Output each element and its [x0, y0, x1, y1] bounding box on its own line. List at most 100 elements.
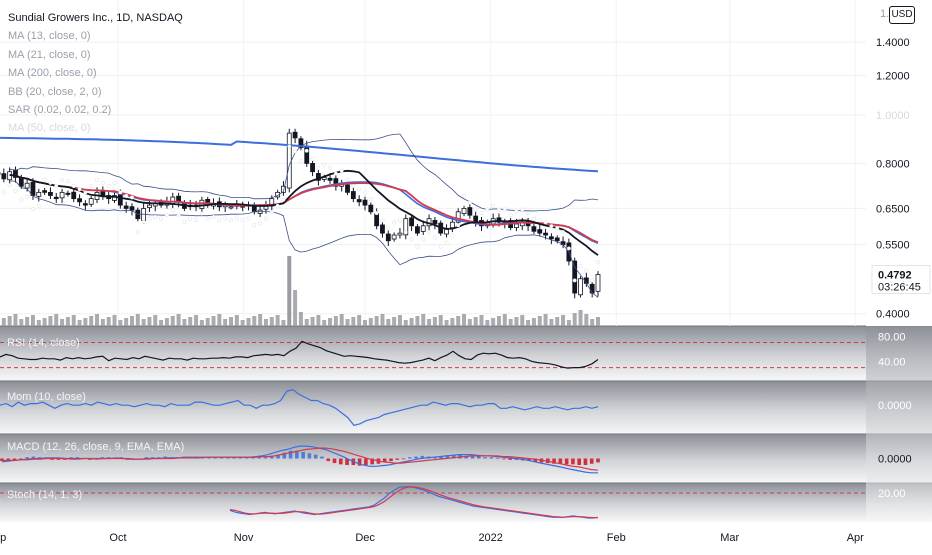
candle-body[interactable] — [275, 191, 281, 198]
candle-body[interactable] — [391, 234, 397, 240]
stoch-tick-label: 20.00 — [878, 488, 906, 500]
candle-body[interactable] — [595, 274, 601, 292]
mom-line[interactable] — [0, 389, 599, 426]
candle-body[interactable] — [496, 217, 502, 223]
bb-lower-band[interactable] — [9, 180, 599, 298]
candle-body[interactable] — [304, 145, 310, 164]
candle-body[interactable] — [461, 208, 467, 214]
legend-bb[interactable]: BB (20, close, 2, 0) — [8, 85, 102, 98]
candle-body[interactable] — [48, 191, 53, 196]
candle-body[interactable] — [403, 218, 409, 236]
candle-body[interactable] — [53, 196, 59, 200]
candle-body[interactable] — [77, 198, 82, 203]
candle-body[interactable] — [147, 204, 152, 208]
legend-ma13[interactable]: MA (13, close, 0) — [8, 30, 91, 43]
candle-body[interactable] — [1, 173, 7, 180]
ma200-line[interactable] — [0, 136, 599, 173]
legend-sar[interactable]: SAR (0.02, 0.02, 0.2) — [8, 104, 112, 117]
volume-bar — [182, 319, 187, 326]
mom-pane-label[interactable]: Mom (10, close) — [7, 391, 86, 403]
candle-body[interactable] — [82, 203, 88, 206]
sar-dot — [485, 207, 490, 212]
candle-body[interactable] — [572, 260, 578, 294]
sar-dot — [491, 204, 496, 209]
volume-bar — [555, 317, 560, 326]
legend-ma200[interactable]: MA (200, close, 0) — [8, 67, 97, 80]
sar-dot — [409, 237, 414, 242]
candle-body[interactable] — [350, 191, 356, 200]
candle-body[interactable] — [548, 236, 554, 240]
candle-body[interactable] — [292, 131, 298, 139]
candle-body[interactable] — [397, 232, 403, 236]
candle-body[interactable] — [432, 220, 438, 225]
candle-body[interactable] — [415, 226, 420, 234]
stoch-pane-label[interactable]: Stoch (14, 1, 3) — [7, 489, 83, 501]
candle-body[interactable] — [514, 223, 519, 229]
stoch-d-line[interactable] — [229, 486, 598, 519]
candle-body[interactable] — [199, 199, 205, 209]
candle-body[interactable] — [455, 211, 461, 223]
ma13-line[interactable] — [9, 169, 599, 256]
candle-body[interactable] — [286, 132, 292, 189]
volume-bar — [427, 319, 432, 326]
candle-body[interactable] — [228, 206, 234, 209]
candle-body[interactable] — [578, 278, 583, 296]
candle-body[interactable] — [380, 224, 385, 234]
candle-body[interactable] — [298, 138, 304, 149]
last-price-badge[interactable] — [871, 265, 931, 294]
sar-dot — [95, 177, 100, 182]
legend-ma21[interactable]: MA (21, close, 0) — [8, 48, 91, 61]
volume-bar — [572, 313, 577, 326]
candle-body[interactable] — [310, 163, 315, 173]
candle-body[interactable] — [170, 196, 176, 205]
macd-pane-label[interactable]: MACD (12, 26, close, 9, EMA, EMA) — [7, 441, 185, 453]
volume-bar — [462, 314, 467, 326]
candle-body[interactable] — [71, 191, 77, 200]
candle-body[interactable] — [368, 204, 374, 213]
candle-body[interactable] — [129, 206, 135, 211]
candle-body[interactable] — [409, 217, 414, 227]
candle-body[interactable] — [385, 233, 391, 242]
candle-body[interactable] — [36, 191, 42, 197]
macd-signal-line[interactable] — [2, 447, 599, 471]
candle-body[interactable] — [374, 213, 380, 227]
candle-body[interactable] — [444, 229, 449, 235]
currency-badge[interactable]: USD — [889, 6, 915, 24]
candle-body[interactable] — [543, 232, 548, 236]
candle-body[interactable] — [315, 173, 321, 181]
candle-body[interactable] — [531, 226, 537, 232]
sar-dot — [596, 259, 601, 264]
ma21-line[interactable] — [9, 174, 599, 244]
candle-body[interactable] — [554, 237, 560, 242]
candle-body[interactable] — [30, 182, 36, 196]
sar-dot — [566, 246, 571, 251]
candle-body[interactable] — [356, 199, 362, 203]
candle-body[interactable] — [24, 182, 30, 189]
candle-body[interactable] — [467, 207, 473, 216]
candle-body[interactable] — [449, 221, 455, 229]
candle-body[interactable] — [65, 192, 71, 195]
candle-body[interactable] — [88, 198, 94, 205]
candle-body[interactable] — [345, 184, 350, 193]
candle-body[interactable] — [117, 194, 123, 206]
candle-body[interactable] — [42, 190, 48, 193]
macd-hist-bar — [464, 455, 469, 459]
sar-dot — [252, 223, 257, 228]
volume-bar — [229, 317, 234, 326]
legend-ma50[interactable]: MA (50, close, 0) — [8, 122, 91, 135]
candle-body[interactable] — [59, 191, 65, 199]
candle-body[interactable] — [327, 177, 333, 181]
candle-body[interactable] — [333, 178, 339, 187]
candle-body[interactable] — [362, 199, 368, 206]
candle-body[interactable] — [537, 229, 543, 234]
candle-body[interactable] — [281, 185, 286, 193]
sar-dot — [298, 159, 303, 164]
candle-body[interactable] — [420, 225, 426, 232]
candle-body[interactable] — [123, 205, 129, 209]
candle-body[interactable] — [589, 283, 595, 294]
rsi-line[interactable] — [0, 340, 599, 369]
symbol-title[interactable]: Sundial Growers Inc., 1D, NASDAQ — [8, 12, 183, 24]
rsi-pane-label[interactable]: RSI (14, close) — [7, 337, 80, 349]
